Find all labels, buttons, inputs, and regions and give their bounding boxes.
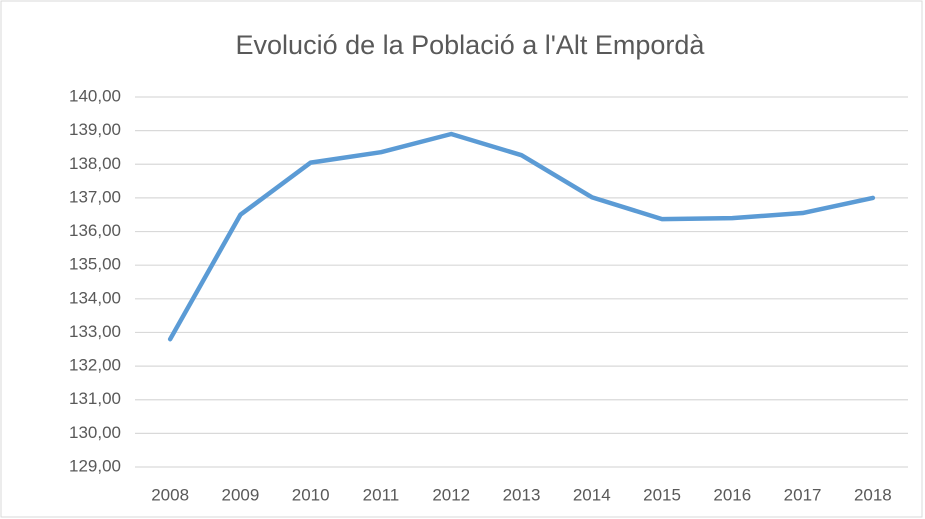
y-tick-label: 137,00 [69,187,121,206]
x-tick-label: 2014 [573,485,611,504]
y-tick-label: 132,00 [69,356,121,375]
x-tick-label: 2008 [151,485,189,504]
y-tick-label: 138,00 [69,154,121,173]
data-line [167,131,876,342]
y-tick-label: 133,00 [69,322,121,341]
chart-title: Evolució de la Població a l'Alt Empordà [236,30,706,60]
x-tick-label: 2017 [784,485,822,504]
x-tick-label: 2009 [221,485,259,504]
y-tick-label: 140,00 [69,86,121,105]
y-tick-label: 135,00 [69,255,121,274]
x-tick-label: 2018 [854,485,892,504]
y-tick-label: 139,00 [69,120,121,139]
x-tick-label: 2012 [432,485,470,504]
x-tick-label: 2011 [363,485,400,504]
y-tick-label: 130,00 [69,423,121,442]
y-tick-label: 129,00 [69,456,121,475]
x-tick-label: 2015 [643,485,681,504]
x-tick-label: 2016 [713,485,751,504]
y-tick-label: 131,00 [69,389,121,408]
y-tick-label: 136,00 [69,221,121,240]
x-tick-label: 2010 [292,485,330,504]
y-tick-label: 134,00 [69,288,121,307]
x-tick-label: 2013 [503,485,541,504]
